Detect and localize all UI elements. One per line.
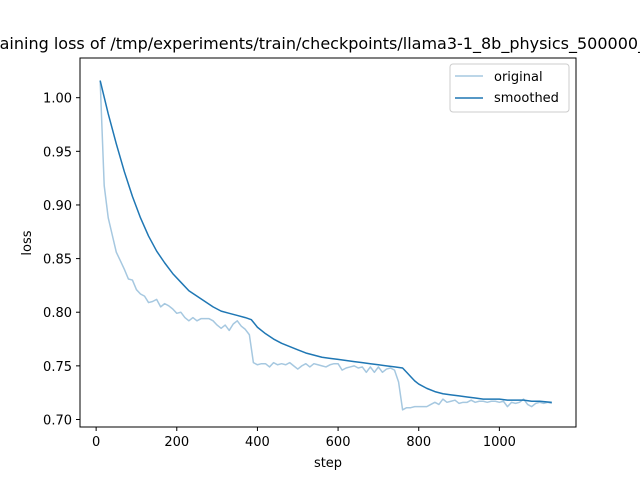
- y-tick-label: 0.90: [43, 199, 72, 214]
- series-layer: [99, 80, 552, 411]
- legend-label-original: original: [494, 70, 543, 85]
- plot-frame: [79, 57, 577, 428]
- y-tick-label: 0.95: [43, 145, 72, 160]
- y-tick-label: 0.75: [43, 360, 72, 375]
- x-tick-label: 0: [92, 435, 100, 450]
- y-tick-label: 0.85: [43, 253, 72, 268]
- x-tick-label: 800: [406, 435, 431, 450]
- x-tick-label: 600: [326, 435, 351, 450]
- y-axis-ticks: 0.70 0.75 0.80 0.85 0.90 0.95 1.00: [43, 92, 80, 428]
- y-tick-label: 0.70: [43, 413, 72, 428]
- x-tick-label: 200: [164, 435, 189, 450]
- chart-title: Training loss of /tmp/experiments/train/…: [0, 34, 640, 54]
- x-axis-ticks: 0 200 400 600 800 1000: [92, 427, 516, 450]
- y-axis-label: loss: [20, 230, 35, 255]
- y-tick-label: 1.00: [43, 92, 72, 107]
- x-tick-label: 1000: [483, 435, 516, 450]
- legend-label-smoothed: smoothed: [494, 91, 559, 106]
- series-line-smoothed: [99, 80, 552, 404]
- series-line-original: [99, 80, 552, 411]
- y-tick-label: 0.80: [43, 306, 72, 321]
- x-axis-label: step: [314, 456, 342, 471]
- x-tick-label: 400: [245, 435, 270, 450]
- legend: original smoothed: [449, 63, 570, 113]
- plot-area: [80, 58, 576, 427]
